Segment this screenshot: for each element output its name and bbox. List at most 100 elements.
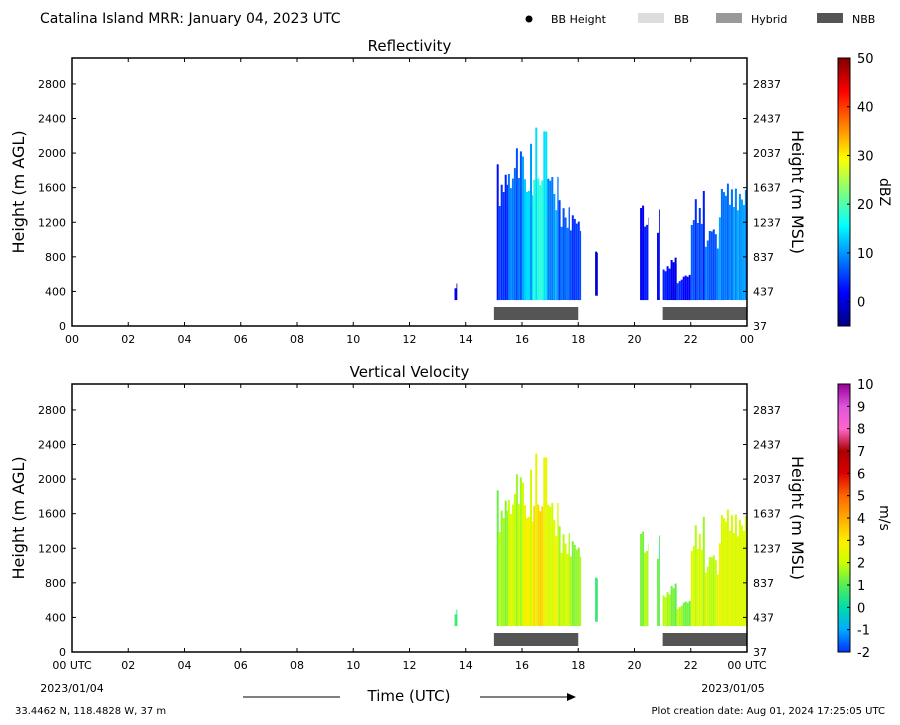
echo-stripe [646, 224, 649, 301]
echo-stripe [558, 526, 561, 627]
echo-column [558, 200, 570, 301]
echo-stripe [734, 514, 737, 626]
colorbar-tick-label: 0 [857, 296, 865, 311]
colorbar-tick-label: 10 [857, 378, 874, 393]
echo-stripe [664, 271, 667, 301]
x-tick-label: 06 [234, 659, 248, 672]
echo-column [533, 127, 548, 301]
y-tick-right-label: 1237 [753, 542, 781, 555]
echo-stripe [706, 240, 709, 301]
echo-stripe [541, 506, 544, 627]
echo-stripe [498, 206, 501, 301]
echo-stripe [670, 586, 673, 626]
colorbar-tick-label: -1 [857, 624, 870, 639]
creation-date-label: Plot creation date: Aug 01, 2024 17:25:0… [652, 706, 885, 717]
y-tick-label: 2800 [38, 404, 66, 417]
echo-stripe [716, 574, 719, 627]
echo-stripe [722, 518, 725, 627]
y-tick-right-label: 1637 [753, 508, 781, 521]
y-axis-right-label: Height (m MSL) [788, 456, 807, 580]
echo-stripe [698, 534, 701, 626]
echo-stripe [557, 502, 559, 627]
x-tick-label: 14 [459, 333, 473, 346]
echo-stripe [539, 511, 542, 626]
echo-stripe [700, 549, 703, 627]
y-tick-right-label: 2437 [753, 439, 781, 452]
echo-stripe [507, 500, 510, 627]
echo-stripe [666, 592, 669, 627]
echo-stripe [545, 457, 548, 627]
y-axis-label: Height (m AGL) [9, 130, 28, 253]
echo-column [662, 583, 677, 627]
echo-stripe [568, 533, 570, 627]
echo-stripe [728, 530, 731, 626]
echo-stripe [537, 504, 540, 626]
echo-stripe [562, 534, 565, 626]
echo-stripe [515, 474, 518, 627]
echo-stripe [558, 200, 561, 301]
echo-stripe [577, 221, 580, 301]
echo-stripe [657, 558, 659, 626]
x-tick-label: 16 [515, 659, 529, 672]
colorbar-tick-label: 6 [857, 467, 865, 482]
echo-stripe [500, 510, 503, 626]
echo-stripe [704, 246, 707, 301]
echo-stripe [644, 552, 647, 627]
echo-stripe [515, 148, 518, 301]
echo-stripe [566, 227, 569, 301]
echo-stripe [595, 577, 598, 622]
echo-stripe [714, 560, 717, 626]
echo-stripe [456, 283, 458, 301]
echo-stripe [676, 609, 679, 627]
echo-column [569, 541, 582, 627]
echo-stripe [712, 229, 715, 301]
echo-stripe [569, 230, 572, 301]
x-tick-label: 12 [403, 659, 417, 672]
legend-nbb-label: NBB [852, 13, 875, 26]
echo-column [558, 526, 570, 627]
echo-column [595, 251, 598, 296]
echo-stripe [690, 225, 693, 301]
y-tick-right-label: 2837 [753, 404, 781, 417]
echo-stripe [517, 178, 520, 301]
echo-stripe [738, 193, 741, 301]
echo-stripe [528, 190, 530, 300]
x-tick-label: 22 [684, 659, 698, 672]
x-tick-label: 18 [571, 333, 585, 346]
echo-column [522, 143, 534, 301]
echo-stripe [676, 283, 679, 301]
echo-stripe [579, 556, 582, 626]
echo-stripe [734, 188, 737, 300]
echo-column [507, 148, 522, 301]
echo-stripe [506, 184, 508, 300]
y-tick-label: 800 [45, 251, 66, 264]
echo-column [704, 229, 719, 301]
echo-stripe [496, 490, 499, 627]
echo-stripe [664, 597, 667, 627]
echo-column [454, 609, 458, 627]
echo-stripe [526, 517, 528, 626]
y-tick-right-label: 1637 [753, 182, 781, 195]
echo-stripe [662, 595, 665, 626]
echo-stripe [706, 566, 709, 627]
echo-stripe [533, 505, 536, 627]
x-tick-label: 04 [178, 659, 192, 672]
x-tick-label: 12 [403, 333, 417, 346]
x-tick-label: 02 [121, 659, 135, 672]
legend-bb-label: BB [674, 13, 689, 26]
echo-stripe [642, 205, 645, 301]
echo-stripe [519, 151, 522, 300]
echo-stripe [732, 533, 735, 627]
echo-stripe [557, 176, 559, 301]
echo-column [676, 274, 691, 301]
echo-stripe [738, 519, 741, 627]
echo-stripe [571, 541, 574, 626]
echo-stripe [595, 251, 598, 296]
echo-column [547, 502, 559, 627]
echo-stripe [724, 195, 727, 300]
x-tick-label: 08 [290, 333, 304, 346]
echo-stripe [662, 269, 665, 300]
echo-stripe [535, 453, 538, 626]
x-tick-label: 20 [628, 659, 642, 672]
colorbar-tick-label: 30 [857, 149, 874, 164]
